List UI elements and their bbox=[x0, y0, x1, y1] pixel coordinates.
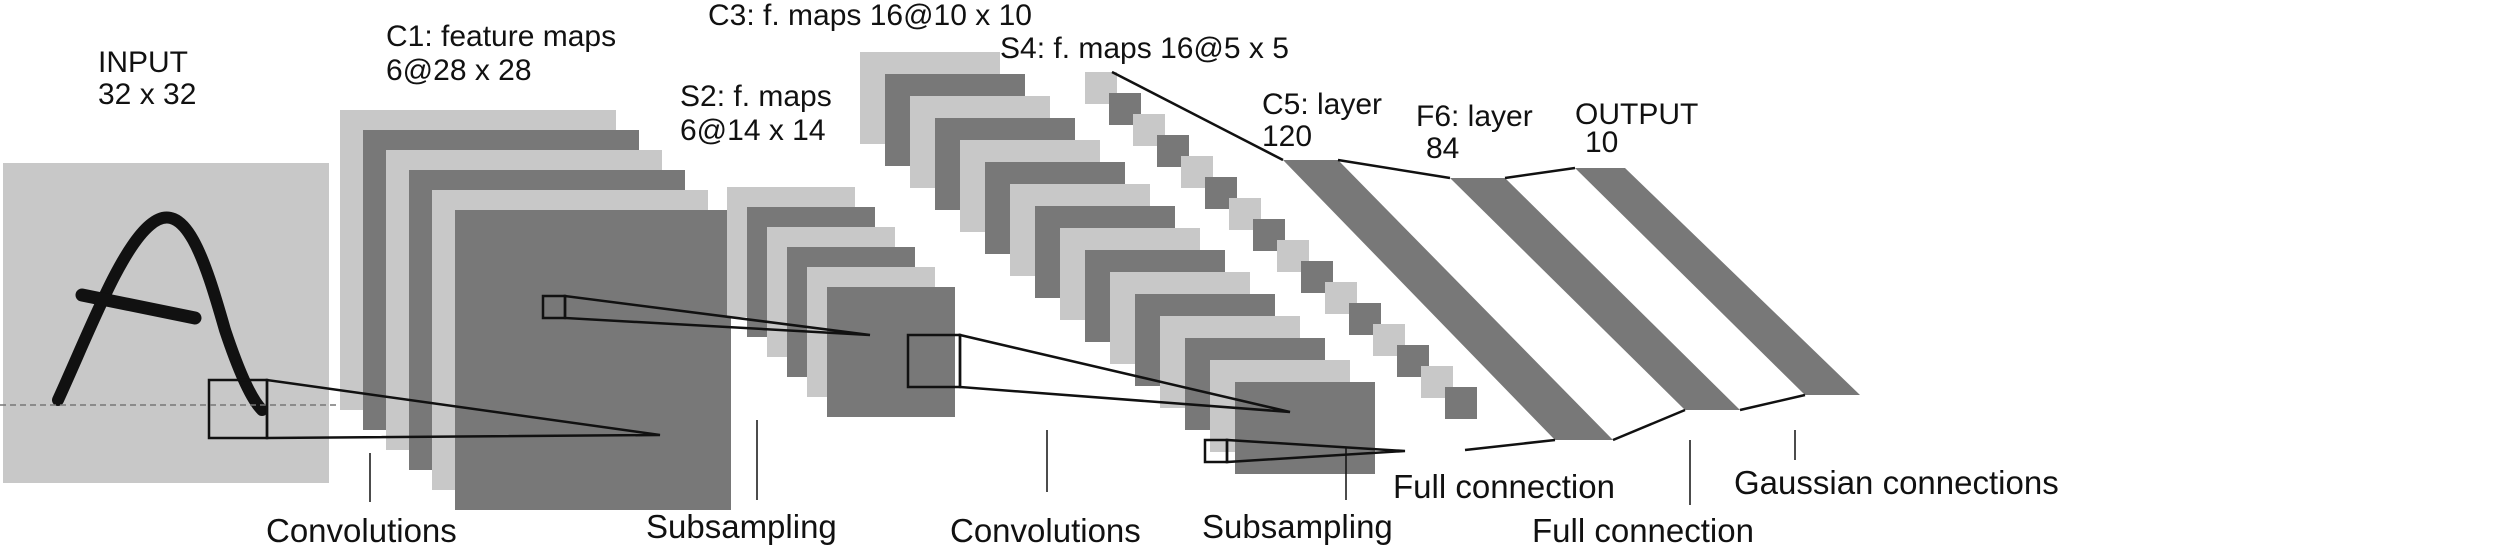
connection-s4-c5-top bbox=[1111, 70, 1284, 162]
input-image bbox=[3, 163, 329, 483]
s4-map bbox=[1445, 387, 1477, 419]
operation-labels: Convolutions Subsampling Convolutions Su… bbox=[266, 464, 2059, 549]
projection-s2-to-c3 bbox=[958, 333, 1291, 414]
op-full2-label: Full connection bbox=[1532, 512, 1754, 549]
c1-size: 6@28 x 28 bbox=[386, 54, 532, 87]
input-size: 32 x 32 bbox=[98, 78, 196, 111]
c1-title: C1: feature maps bbox=[386, 20, 616, 53]
connection-s4-c5-bottom bbox=[1464, 438, 1556, 452]
op-conv1-label: Convolutions bbox=[266, 512, 457, 549]
connection-c5-f6-bottom bbox=[1612, 408, 1686, 442]
input-letter-a-bar bbox=[75, 288, 202, 325]
input-letter-a-curve bbox=[52, 211, 268, 416]
s2-title: S2: f. maps bbox=[680, 80, 832, 113]
s2-map bbox=[827, 287, 955, 417]
projection-input-to-c1 bbox=[265, 378, 661, 440]
s4-title: S4: f. maps 16@5 x 5 bbox=[1000, 32, 1289, 65]
output-size: 10 bbox=[1585, 126, 1618, 159]
c3-map bbox=[1235, 382, 1375, 474]
f6-size: 84 bbox=[1426, 132, 1459, 165]
connection-f6-output bbox=[1504, 166, 1576, 180]
op-sub2-label: Subsampling bbox=[1202, 508, 1393, 545]
op-gaussian-label: Gaussian connections bbox=[1734, 464, 2059, 501]
s2-size: 6@14 x 14 bbox=[680, 114, 826, 147]
output-layer bbox=[1575, 168, 1860, 395]
c3-title: C3: f. maps 16@10 x 10 bbox=[708, 0, 1032, 32]
layer-labels: INPUT 32 x 32 C1: feature maps 6@28 x 28… bbox=[98, 0, 1698, 165]
c3-feature-maps bbox=[860, 52, 1406, 474]
s4-feature-maps bbox=[1085, 72, 1477, 419]
input-layer bbox=[0, 163, 390, 483]
s2-feature-maps bbox=[727, 187, 955, 417]
connection-f6-output-bottom bbox=[1739, 393, 1806, 412]
f6-title: F6: layer bbox=[1416, 100, 1533, 133]
dense-layers bbox=[1111, 70, 1860, 452]
connection-c5-f6 bbox=[1337, 158, 1451, 180]
c5-size: 120 bbox=[1262, 120, 1312, 153]
c1-map bbox=[455, 210, 731, 510]
op-sub1-label: Subsampling bbox=[646, 508, 837, 545]
op-conv2-label: Convolutions bbox=[950, 512, 1141, 549]
c5-layer bbox=[1283, 160, 1613, 440]
operation-ticks bbox=[369, 420, 1796, 505]
projection-c3-to-s4 bbox=[1225, 438, 1406, 464]
output-title: OUTPUT bbox=[1575, 98, 1698, 131]
op-full1-label: Full connection bbox=[1393, 468, 1615, 505]
c1-feature-maps bbox=[340, 110, 731, 510]
f6-layer bbox=[1450, 178, 1740, 410]
c5-title: C5: layer bbox=[1262, 88, 1382, 121]
input-title: INPUT bbox=[98, 46, 188, 79]
projection-c1-to-s2 bbox=[563, 294, 871, 337]
